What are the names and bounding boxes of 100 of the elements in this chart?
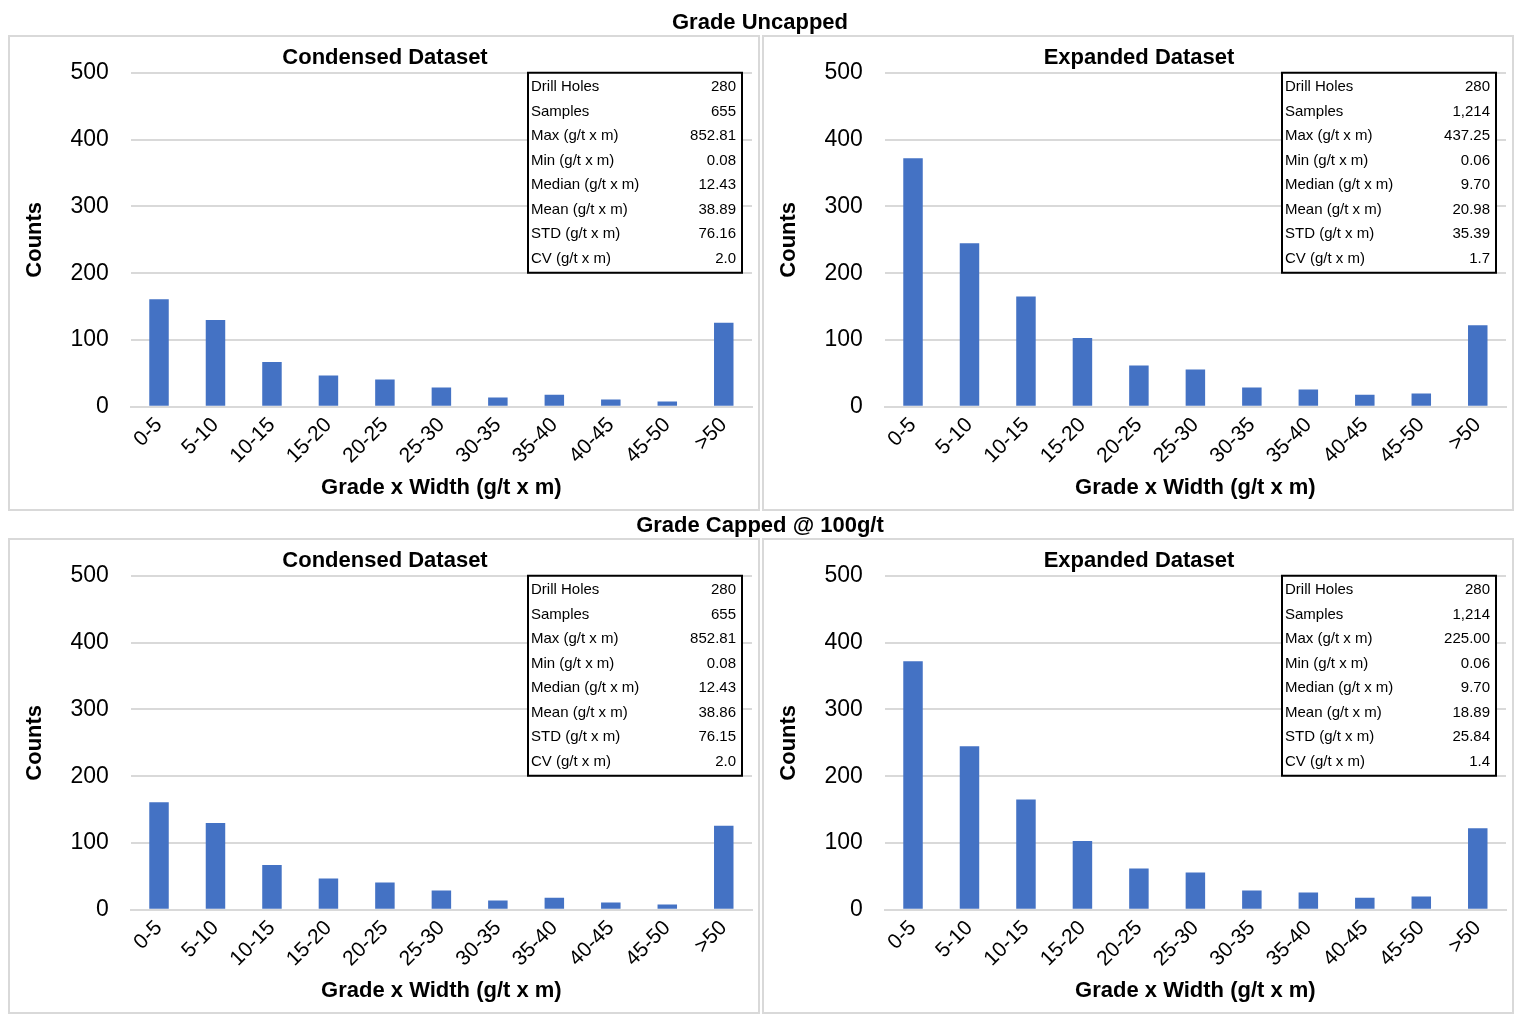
annotation: 25.84 bbox=[1452, 727, 1490, 745]
annotation: 852.81 bbox=[690, 126, 736, 144]
annotation: 437.25 bbox=[1444, 126, 1490, 144]
y-tick-label: 100 bbox=[70, 325, 109, 352]
bar bbox=[1072, 338, 1093, 406]
x-axis-title: Grade x Width (g/t x m) bbox=[321, 473, 562, 499]
annotation: CV (g/t x m) bbox=[1285, 751, 1366, 769]
annotation: 0.08 bbox=[706, 150, 736, 168]
annotation: 12.43 bbox=[698, 175, 736, 193]
annotation: Max (g/t x m) bbox=[531, 629, 619, 647]
annotation: 0.06 bbox=[1460, 150, 1490, 168]
bar bbox=[488, 397, 508, 406]
bar bbox=[262, 865, 282, 909]
bar bbox=[544, 897, 565, 909]
y-tick-label: 300 bbox=[824, 191, 863, 218]
annotation: 280 bbox=[710, 77, 736, 95]
annotation: 655 bbox=[710, 604, 736, 622]
annotation: STD (g/t x m) bbox=[1285, 727, 1375, 745]
annotation: Samples bbox=[1285, 604, 1344, 622]
y-tick-label: 100 bbox=[824, 828, 863, 855]
bar bbox=[903, 661, 923, 909]
annotation: CV (g/t x m) bbox=[531, 751, 612, 769]
x-tick-label: >50 bbox=[689, 915, 731, 957]
bar bbox=[149, 802, 169, 909]
annotation: Max (g/t x m) bbox=[531, 126, 619, 144]
annotation: 1.7 bbox=[1469, 248, 1490, 266]
annotation: Mean (g/t x m) bbox=[531, 199, 628, 217]
bar bbox=[1016, 799, 1036, 909]
chart-subtitle: Grade Uncapped bbox=[670, 8, 849, 35]
annotation: CV (g/t x m) bbox=[1285, 248, 1366, 266]
bar bbox=[1298, 892, 1319, 909]
annotation: 655 bbox=[710, 101, 736, 119]
x-axis-title: Grade x Width (g/t x m) bbox=[1075, 473, 1316, 499]
bar bbox=[601, 902, 621, 909]
bar bbox=[262, 362, 282, 406]
bar bbox=[1242, 890, 1262, 909]
x-tick-label: >50 bbox=[1443, 412, 1485, 454]
y-tick-label: 500 bbox=[70, 561, 109, 588]
bar bbox=[149, 299, 169, 406]
bar bbox=[1468, 325, 1488, 406]
annotation: 225.00 bbox=[1444, 629, 1490, 647]
annotation: Samples bbox=[1285, 101, 1344, 119]
bar bbox=[1298, 389, 1319, 406]
annotation: Min (g/t x m) bbox=[531, 653, 615, 671]
annotation: 280 bbox=[710, 580, 736, 598]
bar bbox=[1411, 393, 1432, 406]
chart-subtitle: Grade Capped @ 100g/t bbox=[635, 511, 885, 538]
bar bbox=[544, 394, 565, 406]
bar bbox=[1468, 828, 1488, 909]
annotation: 2.0 bbox=[715, 248, 736, 266]
annotation: CV (g/t x m) bbox=[531, 248, 612, 266]
annotation: Min (g/t x m) bbox=[531, 150, 615, 168]
y-tick-label: 100 bbox=[70, 828, 109, 855]
annotation: Median (g/t x m) bbox=[1285, 175, 1394, 193]
annotation: Mean (g/t x m) bbox=[1285, 702, 1382, 720]
annotation: 0.06 bbox=[1460, 653, 1490, 671]
annotation: 9.70 bbox=[1460, 678, 1490, 696]
bar bbox=[205, 822, 226, 909]
chart-title: Expanded Dataset bbox=[1043, 546, 1236, 572]
bar bbox=[1185, 369, 1206, 406]
annotation: 12.43 bbox=[698, 678, 736, 696]
y-tick-label: 400 bbox=[70, 124, 109, 151]
bar bbox=[375, 379, 395, 406]
y-tick-label: 500 bbox=[70, 58, 109, 85]
y-tick-label: 200 bbox=[824, 258, 863, 285]
chart-title: Condensed Dataset bbox=[282, 546, 489, 572]
y-tick-label: 0 bbox=[849, 392, 863, 419]
bar bbox=[1129, 868, 1149, 909]
annotation: Mean (g/t x m) bbox=[531, 702, 628, 720]
y-tick-label: 0 bbox=[95, 392, 109, 419]
x-tick-label: 0-5 bbox=[128, 412, 166, 451]
bar bbox=[714, 825, 734, 909]
bar bbox=[959, 243, 980, 406]
annotation: 20.98 bbox=[1452, 199, 1490, 217]
annotation: 76.16 bbox=[698, 224, 736, 242]
annotation: Min (g/t x m) bbox=[1285, 653, 1369, 671]
annotation: 280 bbox=[1464, 77, 1490, 95]
chart-title: Expanded Dataset bbox=[1043, 43, 1236, 69]
x-tick-label: 0-5 bbox=[882, 412, 920, 451]
annotation: 280 bbox=[1464, 580, 1490, 598]
x-axis-title: Grade x Width (g/t x m) bbox=[1075, 976, 1316, 1002]
y-tick-label: 500 bbox=[824, 561, 863, 588]
annotation: Samples bbox=[531, 604, 590, 622]
annotation: 1.4 bbox=[1469, 751, 1490, 769]
bar bbox=[1016, 296, 1036, 406]
bar bbox=[1129, 365, 1149, 406]
bar bbox=[1411, 896, 1432, 909]
bar bbox=[657, 401, 678, 406]
annotation: Max (g/t x m) bbox=[1285, 629, 1373, 647]
x-tick-label: >50 bbox=[689, 412, 731, 454]
annotation: 2.0 bbox=[715, 751, 736, 769]
bar bbox=[1242, 387, 1262, 406]
bar bbox=[318, 375, 339, 406]
y-tick-label: 300 bbox=[70, 191, 109, 218]
annotation: 38.89 bbox=[698, 199, 736, 217]
annotation: 1,214 bbox=[1452, 101, 1490, 119]
y-axis-title: Counts bbox=[21, 704, 47, 781]
y-tick-label: 400 bbox=[824, 627, 863, 654]
bar bbox=[903, 158, 923, 406]
x-axis-title: Grade x Width (g/t x m) bbox=[321, 976, 562, 1002]
